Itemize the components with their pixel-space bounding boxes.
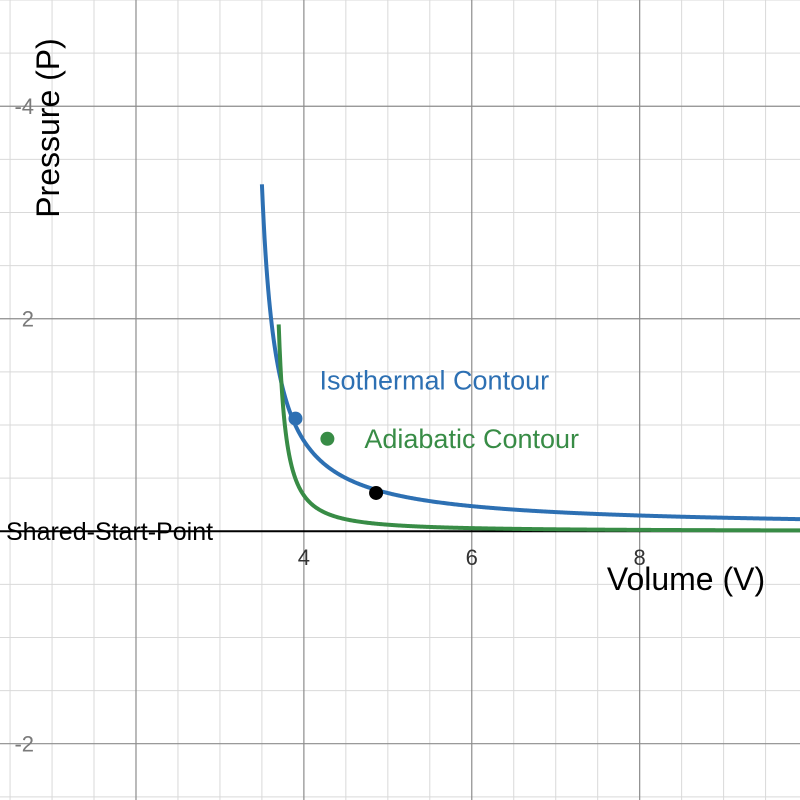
y-axis-title: Pressure (P) [30,38,66,218]
curves [259,184,800,533]
adiabatic-contour-label: Adiabatic Contour [364,424,579,454]
x-axis-title: Volume (V) [607,561,765,597]
point-marker-isothermal [288,411,303,426]
shared-start-point-label: Shared-Start-Point [6,518,213,546]
y-tick-label: 2 [22,307,34,332]
x-tick-label: 4 [298,545,310,570]
annotations: Isothermal Contour Adiabatic Contour Share… [6,366,579,547]
series-line-isothermal [259,184,800,522]
x-tick-label: 8 [634,545,646,570]
x-tick-label: 6 [466,545,478,570]
y-tick-label: -4 [14,94,34,119]
point-marker-adiabatic [320,431,335,446]
series-line-adiabatic [276,324,800,533]
y-tick-label: -2 [14,732,34,757]
shared-start-point-marker [369,485,384,500]
tick-labels: 4 6 8 -2 2 -4 [14,94,645,756]
isothermal-contour-label: Isothermal Contour [319,366,549,396]
